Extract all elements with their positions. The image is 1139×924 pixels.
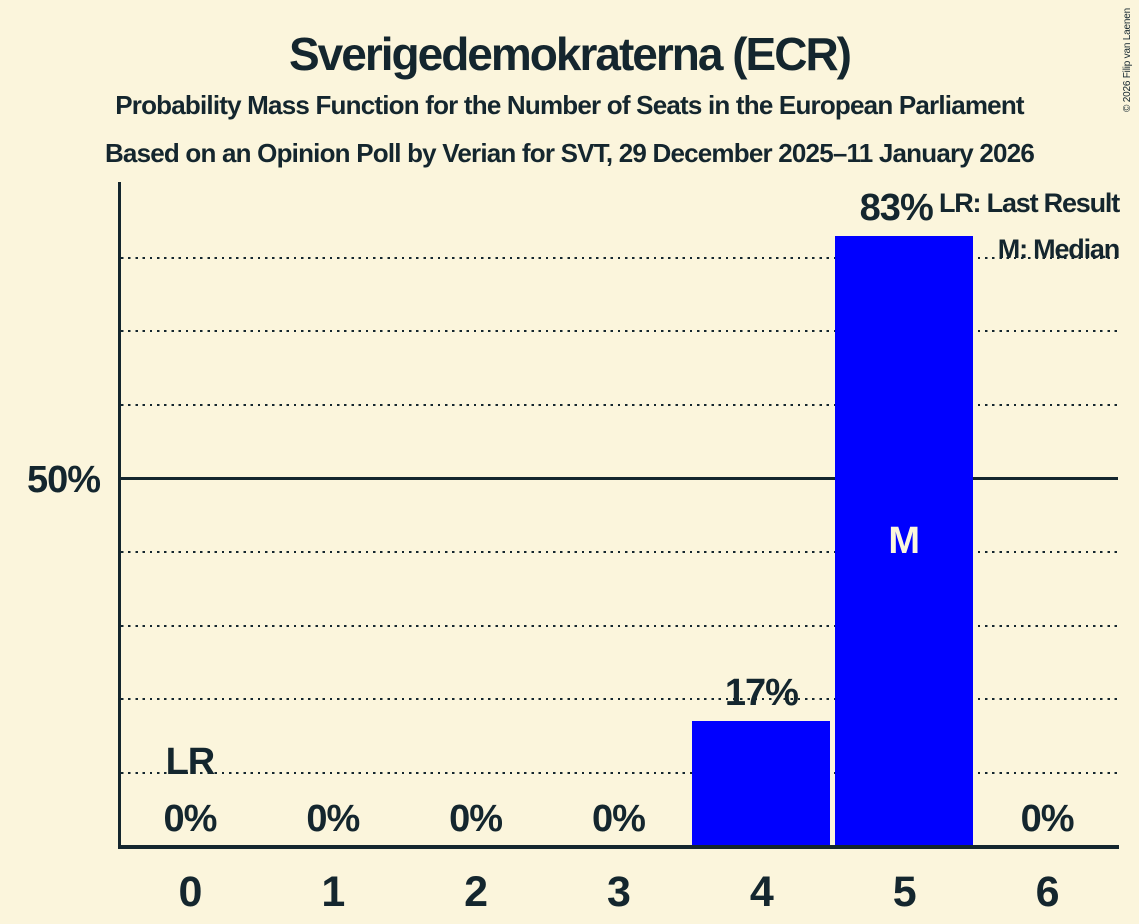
x-tick-label-5: 5 bbox=[892, 868, 917, 916]
value-label-seat-2: 0% bbox=[449, 797, 503, 840]
gridline-80pct bbox=[121, 256, 1118, 259]
gridline-40pct bbox=[121, 550, 1118, 554]
y-axis-line bbox=[117, 182, 121, 849]
bar-seat-4 bbox=[692, 721, 831, 847]
gridline-10pct bbox=[121, 771, 1118, 775]
chart-subtitle-2: Based on an Opinion Poll by Verian for S… bbox=[104, 138, 1035, 168]
legend-median: M: Median bbox=[997, 234, 1120, 264]
chart-title: Sverigedemokraterna (ECR) bbox=[289, 28, 852, 80]
chart-subtitle-1: Probability Mass Function for the Number… bbox=[115, 90, 1024, 120]
x-tick-label-1: 1 bbox=[321, 868, 345, 916]
copyright-notice: © 2026 Filip van Laenen bbox=[1122, 8, 1133, 112]
gridline-70pct bbox=[121, 330, 1118, 333]
x-tick-label-2: 2 bbox=[464, 868, 488, 916]
x-tick-label-6: 6 bbox=[1035, 868, 1060, 916]
x-axis-line bbox=[117, 845, 1119, 849]
value-label-seat-5: 83% bbox=[859, 186, 934, 229]
gridline-50pct bbox=[121, 477, 1118, 480]
bar-seat-5 bbox=[835, 235, 974, 847]
value-label-seat-0: 0% bbox=[163, 797, 217, 840]
value-label-seat-3: 0% bbox=[592, 797, 646, 840]
value-label-seat-4: 17% bbox=[724, 672, 799, 715]
y-tick-label-50pct: 50% bbox=[26, 459, 101, 501]
value-label-seat-6: 0% bbox=[1020, 797, 1075, 840]
gridline-30pct bbox=[121, 624, 1118, 627]
legend-last-result: LR: Last Result bbox=[938, 188, 1120, 218]
value-label-seat-1: 0% bbox=[306, 797, 360, 840]
median-marker: M bbox=[888, 520, 921, 563]
gridline-60pct bbox=[121, 403, 1118, 407]
last-result-marker: LR bbox=[165, 741, 216, 783]
x-tick-label-0: 0 bbox=[178, 868, 202, 916]
x-tick-label-4: 4 bbox=[749, 868, 774, 916]
gridline-20pct bbox=[121, 698, 1118, 701]
x-tick-label-3: 3 bbox=[607, 868, 631, 916]
